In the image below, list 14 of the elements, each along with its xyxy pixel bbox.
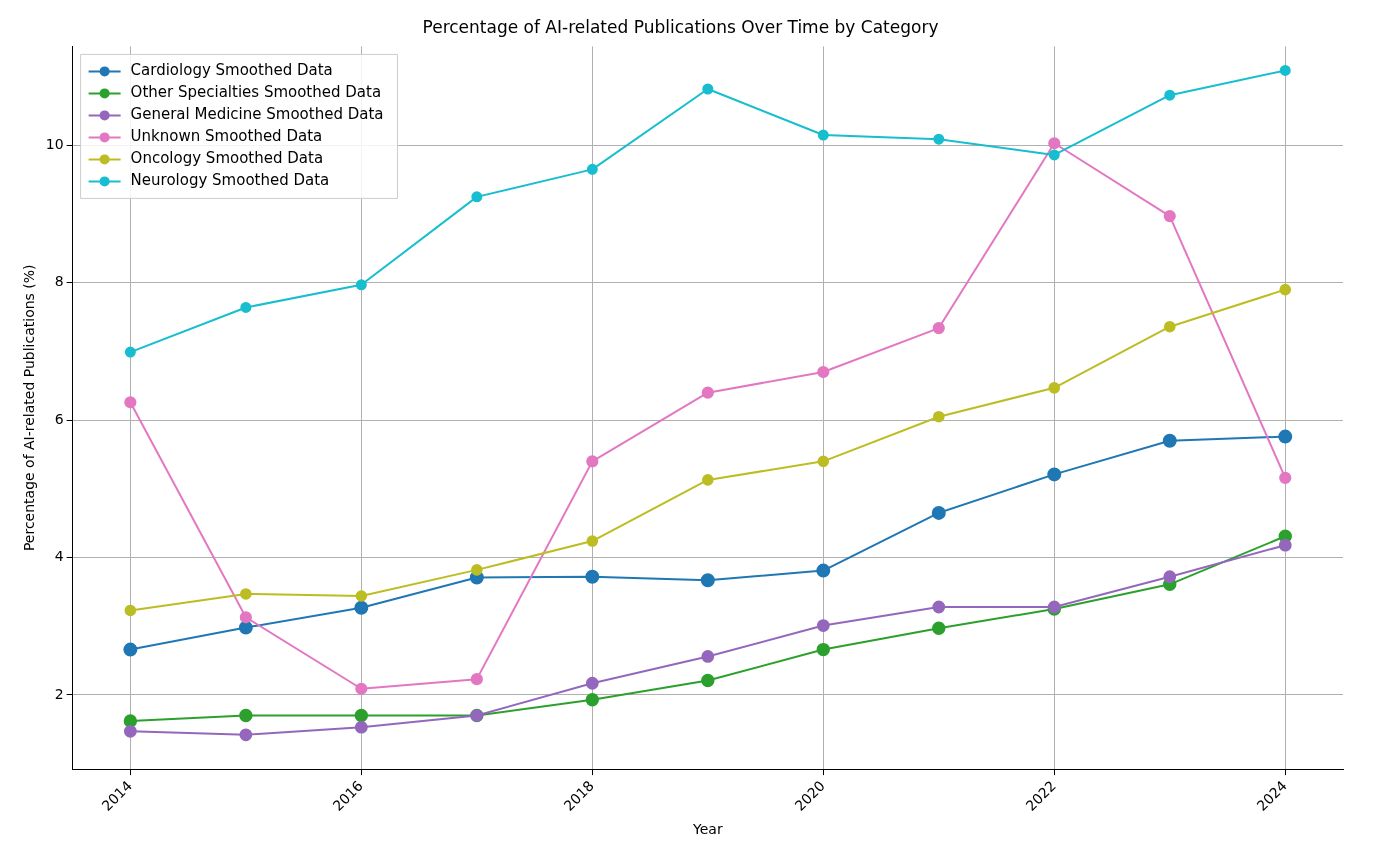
x-axis-title: Year [691, 821, 723, 838]
y-tick-label: 10 [45, 135, 64, 152]
y-axis-title: Percentage of AI-related Publications (%) [21, 264, 38, 552]
legend-label: General Medicine Smoothed Data [130, 105, 384, 124]
chart-title: Percentage of AI-related Publications Over Time by Category [422, 16, 939, 37]
y-tick-label: 6 [54, 410, 64, 427]
legend-label: Cardiology Smoothed Data [130, 61, 333, 80]
legend-label: Other Specialties Smoothed Data [130, 83, 382, 102]
legend-label: Oncology Smoothed Data [130, 149, 324, 168]
y-tick-label: 2 [54, 685, 64, 702]
legend-label: Neurology Smoothed Data [130, 171, 330, 190]
y-tick-label: 8 [54, 273, 64, 290]
y-tick-label: 4 [54, 548, 64, 565]
legend-label: Unknown Smoothed Data [130, 127, 323, 146]
